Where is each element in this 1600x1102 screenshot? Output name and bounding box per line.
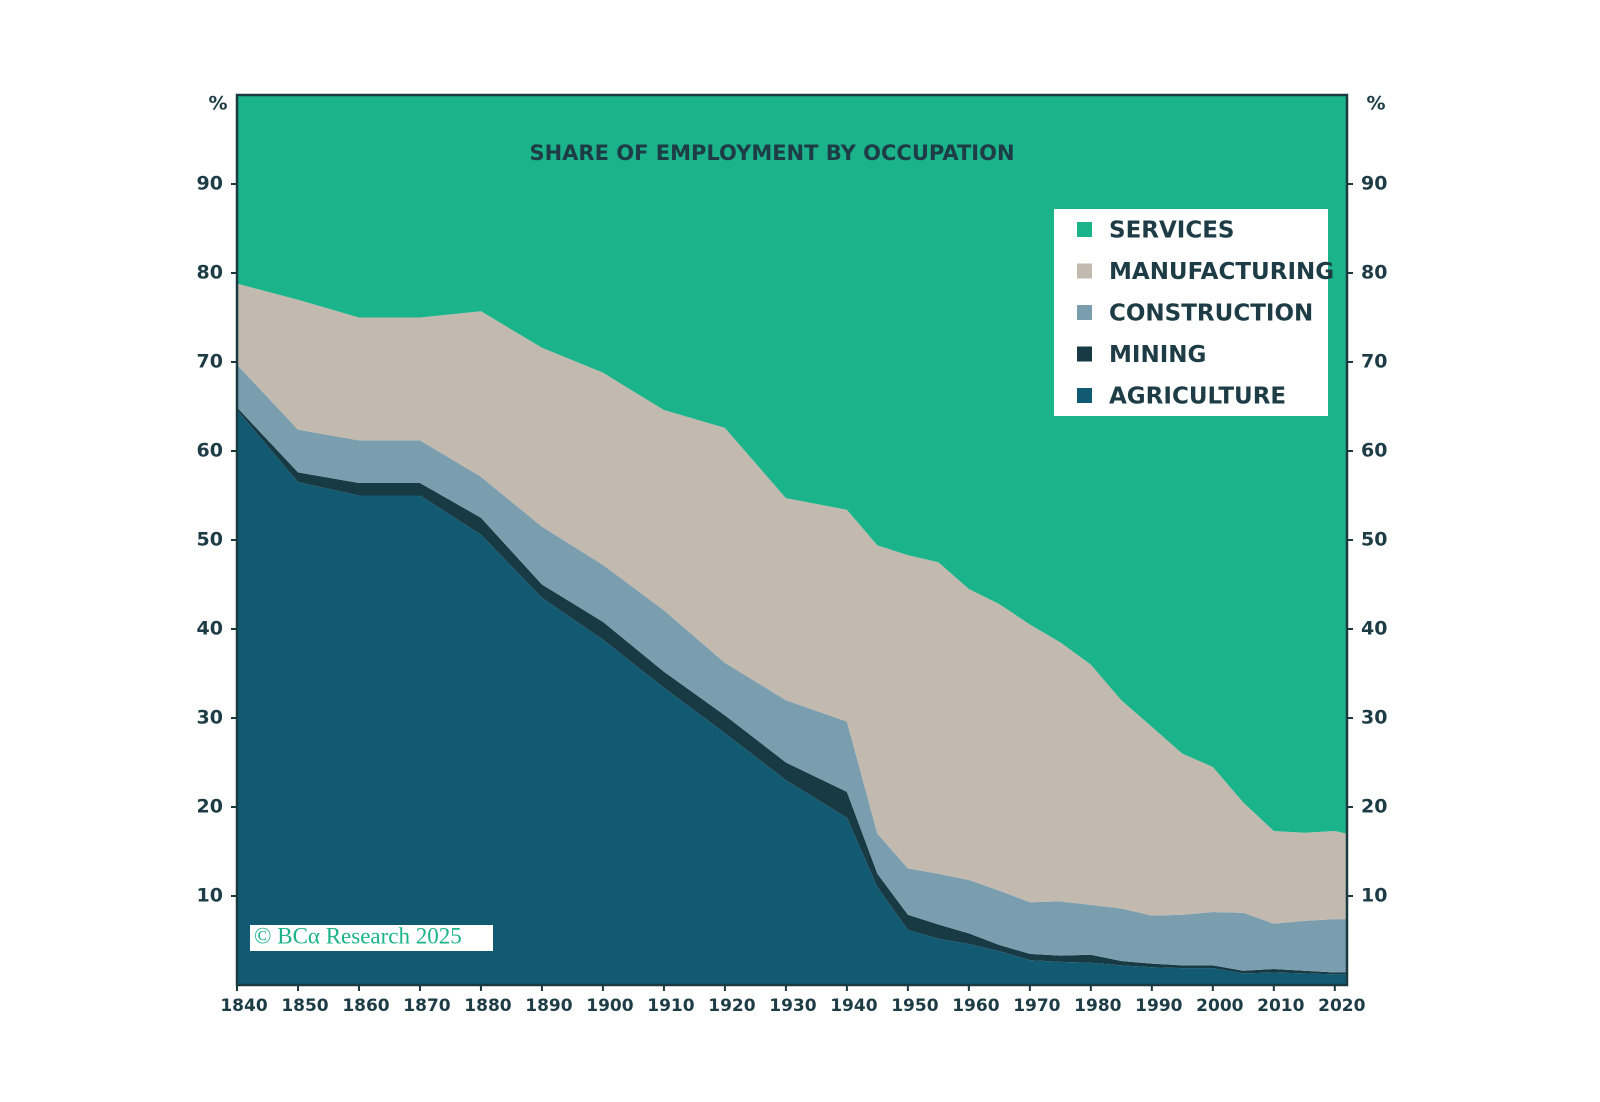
y2-tick-label: 10 xyxy=(1361,885,1387,907)
y-tick-label: 10 xyxy=(197,885,223,907)
x-tick-label: 1940 xyxy=(830,996,877,1016)
source: © BCα Research 2025 xyxy=(254,923,462,948)
legend-label: SERVICES xyxy=(1109,218,1235,244)
x-tick-label: 2000 xyxy=(1196,996,1243,1016)
legend-label: MANUFACTURING xyxy=(1109,259,1334,285)
legend-swatch xyxy=(1077,222,1092,237)
x-tick-label: 1990 xyxy=(1135,996,1182,1016)
area xyxy=(237,283,1347,924)
y-unit-left: % xyxy=(208,93,227,115)
x-tick-label: 1850 xyxy=(281,996,328,1016)
y2-tick-label: 40 xyxy=(1361,618,1387,640)
y-unit-right: % xyxy=(1366,93,1385,115)
legend-label: CONSTRUCTION xyxy=(1109,301,1313,327)
x-tick-label: 1910 xyxy=(647,996,694,1016)
x-tick-label: 1890 xyxy=(525,996,572,1016)
legend-swatch xyxy=(1077,263,1092,279)
y-tick-label: 40 xyxy=(197,618,223,640)
chart-title: SHARE OF EMPLOYMENT BY OCCUPATION xyxy=(529,141,1014,165)
legend-label: MINING xyxy=(1109,342,1206,368)
x-tick-label: 1840 xyxy=(220,996,267,1016)
x-tick-label: 1980 xyxy=(1074,996,1121,1016)
y2-tick-label: 70 xyxy=(1361,351,1387,373)
y2-tick-label: 50 xyxy=(1361,529,1387,551)
x-tick-label: 1860 xyxy=(342,996,389,1016)
y-tick-label: 70 xyxy=(197,351,223,373)
x-tick-label: 1870 xyxy=(403,996,450,1016)
area xyxy=(237,364,1347,973)
x-tick-label: 1900 xyxy=(586,996,633,1016)
x-tick-label: 2010 xyxy=(1257,996,1304,1016)
source-box xyxy=(250,925,493,951)
legend-label: AGRICULTURE xyxy=(1109,384,1286,410)
y-tick-label: 60 xyxy=(197,440,223,462)
x-tick-label: 1970 xyxy=(1013,996,1060,1016)
x-tick-label: 1920 xyxy=(708,996,755,1016)
y2-tick-label: 60 xyxy=(1361,440,1387,462)
y-tick-label: 90 xyxy=(197,173,223,195)
y-tick-label: 20 xyxy=(197,796,223,818)
y2-tick-label: 30 xyxy=(1361,707,1387,729)
y-tick-label: 80 xyxy=(197,262,223,284)
legend-swatch xyxy=(1077,346,1092,362)
y-tick-label: 50 xyxy=(197,529,223,551)
legend-box xyxy=(1054,209,1328,416)
x-tick-label: 1960 xyxy=(952,996,999,1016)
legend-swatch xyxy=(1077,388,1092,403)
y2-tick-label: 80 xyxy=(1361,262,1387,284)
y2-tick-label: 90 xyxy=(1361,173,1387,195)
x-tick-label: 2020 xyxy=(1318,996,1365,1016)
x-tick-label: 1880 xyxy=(464,996,511,1016)
x-tick-label: 1950 xyxy=(891,996,938,1016)
area xyxy=(237,410,1347,985)
y-tick-label: 30 xyxy=(197,707,223,729)
x-tick-label: 1930 xyxy=(769,996,816,1016)
legend-swatch xyxy=(1077,305,1092,320)
y2-tick-label: 20 xyxy=(1361,796,1387,818)
